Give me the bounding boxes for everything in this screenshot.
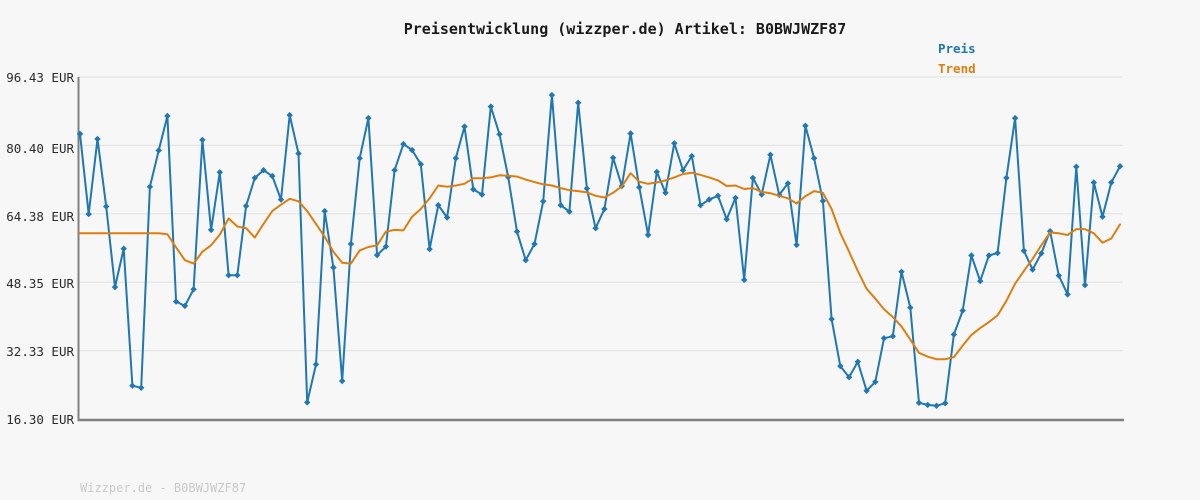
series-line-preis bbox=[79, 94, 1121, 407]
y-axis-tick-label: 64.38 EUR bbox=[6, 209, 74, 224]
series-line-trend bbox=[79, 171, 1121, 361]
y-axis-tick-label: 32.33 EUR bbox=[6, 344, 74, 359]
y-axis-tick-label: 80.40 EUR bbox=[6, 141, 74, 156]
legend-item-preis: Preis bbox=[938, 41, 976, 56]
y-axis-tick-label: 96.43 EUR bbox=[6, 70, 74, 85]
y-axis-tick-label: 16.30 EUR bbox=[6, 412, 74, 427]
series-markers-preis bbox=[76, 91, 1124, 410]
chart-title: Preisentwicklung (wizzper.de) Artikel: B… bbox=[403, 20, 847, 38]
y-axis-tick-label: 48.35 EUR bbox=[6, 276, 74, 291]
chart-legend: Preis Trend bbox=[938, 39, 976, 79]
footer-watermark: Wizzper.de - B0BWJWZF87 bbox=[80, 481, 247, 495]
legend-item-trend: Trend bbox=[938, 61, 976, 76]
